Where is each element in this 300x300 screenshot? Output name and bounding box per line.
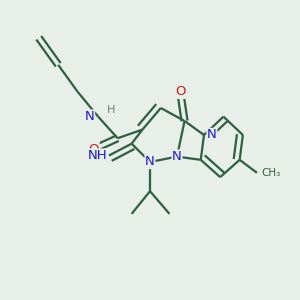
Text: N: N [172,150,182,163]
Text: H: H [106,105,115,115]
Text: N: N [207,128,217,142]
Text: N: N [85,110,94,123]
Text: O: O [88,142,99,155]
Text: NH: NH [88,149,107,162]
Text: CH₃: CH₃ [261,168,281,178]
Text: N: N [145,155,155,169]
Text: O: O [175,85,185,98]
